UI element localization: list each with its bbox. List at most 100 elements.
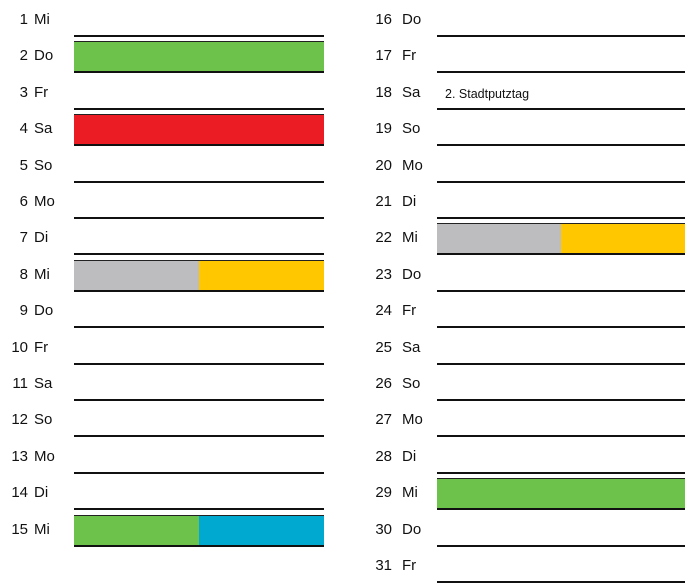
event-segment-red bbox=[74, 115, 324, 145]
weekday-label: So bbox=[34, 156, 53, 174]
entry-line bbox=[437, 362, 685, 365]
day-row: 5 So bbox=[0, 148, 330, 184]
day-number: 7 bbox=[19, 229, 28, 247]
day-row: 1 Mi bbox=[0, 2, 330, 38]
day-number: 15 bbox=[11, 520, 28, 538]
day-number: 3 bbox=[19, 83, 28, 101]
entry-line bbox=[437, 217, 685, 219]
entry-line bbox=[437, 71, 685, 74]
day-row: 6 Mo bbox=[0, 184, 330, 220]
day-row: 4 Sa bbox=[0, 111, 330, 147]
entry-line bbox=[437, 399, 685, 401]
weekday-label: Di bbox=[402, 193, 417, 210]
day-row: 13 Mo bbox=[0, 439, 330, 475]
weekday-label: Di bbox=[402, 447, 417, 465]
day-number: 21 bbox=[375, 193, 392, 210]
weekday-label: Do bbox=[34, 302, 54, 320]
event-bar bbox=[74, 41, 324, 74]
day-row: 31 Fr bbox=[362, 548, 685, 584]
entry-line bbox=[437, 107, 685, 110]
weekday-label: Do bbox=[402, 265, 422, 283]
day-row: 21 Di bbox=[362, 184, 685, 220]
day-row: 26 So bbox=[362, 366, 685, 402]
weekday-label: Mo bbox=[402, 156, 423, 174]
weekday-label: So bbox=[34, 411, 53, 429]
day-row: 3 Fr bbox=[0, 75, 330, 111]
day-number: 31 bbox=[375, 557, 392, 574]
day-row: 23 Do bbox=[362, 257, 685, 293]
entry-line bbox=[437, 435, 685, 438]
day-row: 18 Sa 2. Stadtputztag bbox=[362, 75, 685, 111]
weekday-label: Sa bbox=[34, 120, 53, 138]
day-number: 6 bbox=[19, 193, 28, 210]
day-number: 18 bbox=[375, 83, 392, 101]
entry-line bbox=[437, 144, 685, 147]
entry-line bbox=[437, 180, 685, 183]
entry-line bbox=[74, 508, 324, 511]
day-number: 20 bbox=[375, 156, 392, 174]
day-number: 12 bbox=[11, 411, 28, 429]
weekday-label: Do bbox=[402, 11, 422, 28]
day-number: 14 bbox=[11, 484, 28, 502]
day-row: 24 Fr bbox=[362, 293, 685, 329]
day-row: 20 Mo bbox=[362, 148, 685, 184]
event-segment-yellow bbox=[199, 260, 324, 290]
event-bar bbox=[437, 223, 685, 256]
weekday-label: Sa bbox=[402, 338, 421, 356]
weekday-label: Mi bbox=[402, 229, 418, 247]
day-number: 28 bbox=[375, 447, 392, 465]
day-row: 16 Do bbox=[362, 2, 685, 38]
weekday-label: Di bbox=[34, 229, 49, 247]
day-row: 2 Do bbox=[0, 38, 330, 74]
day-number: 2 bbox=[19, 47, 28, 65]
entry-line bbox=[437, 544, 685, 547]
day-number: 9 bbox=[19, 302, 28, 320]
day-row: 29 Mi bbox=[362, 475, 685, 511]
day-row: 27 Mo bbox=[362, 402, 685, 438]
day-row: 30 Do bbox=[362, 512, 685, 548]
entry-line bbox=[74, 180, 324, 183]
weekday-label: Fr bbox=[34, 338, 49, 356]
day-number: 5 bbox=[19, 156, 28, 174]
entry-line bbox=[437, 289, 685, 292]
day-number: 16 bbox=[375, 11, 392, 28]
weekday-label: Sa bbox=[402, 83, 421, 101]
entry-line bbox=[74, 471, 324, 474]
event-segment-gray bbox=[437, 224, 561, 254]
day-row: 22 Mi bbox=[362, 220, 685, 256]
event-bar bbox=[74, 514, 324, 547]
entry-line bbox=[74, 253, 324, 256]
day-number: 11 bbox=[12, 375, 28, 392]
entry-line bbox=[437, 35, 685, 37]
event-bar bbox=[74, 259, 324, 292]
weekday-label: Fr bbox=[402, 47, 417, 65]
day-row: 7 Di bbox=[0, 220, 330, 256]
weekday-label: Mi bbox=[34, 11, 50, 28]
weekday-label: Mo bbox=[402, 411, 423, 429]
day-number: 27 bbox=[375, 411, 392, 429]
weekday-label: Mo bbox=[34, 193, 55, 210]
day-row: 15 Mi bbox=[0, 512, 330, 548]
event-segment-gray bbox=[74, 260, 199, 290]
entry-line bbox=[74, 107, 324, 110]
entry-line bbox=[74, 326, 324, 329]
day-row: 25 Sa bbox=[362, 330, 685, 366]
entry-line bbox=[74, 35, 324, 37]
day-number: 22 bbox=[375, 229, 392, 247]
day-number: 26 bbox=[375, 375, 392, 392]
event-segment-green bbox=[74, 42, 324, 72]
weekday-label: Mo bbox=[34, 447, 55, 465]
day-number: 29 bbox=[375, 484, 392, 502]
entry-line bbox=[437, 471, 685, 474]
weekday-label: Sa bbox=[34, 375, 53, 392]
weekday-label: Do bbox=[34, 47, 54, 65]
weekday-label: Fr bbox=[34, 83, 49, 101]
day-number: 8 bbox=[19, 265, 28, 283]
weekday-label: Fr bbox=[402, 557, 417, 574]
day-row: 17 Fr bbox=[362, 38, 685, 74]
day-number: 17 bbox=[375, 47, 392, 65]
weekday-label: Do bbox=[402, 520, 422, 538]
day-row: 8 Mi bbox=[0, 257, 330, 293]
day-number: 24 bbox=[375, 302, 392, 320]
entry-line bbox=[437, 581, 685, 583]
